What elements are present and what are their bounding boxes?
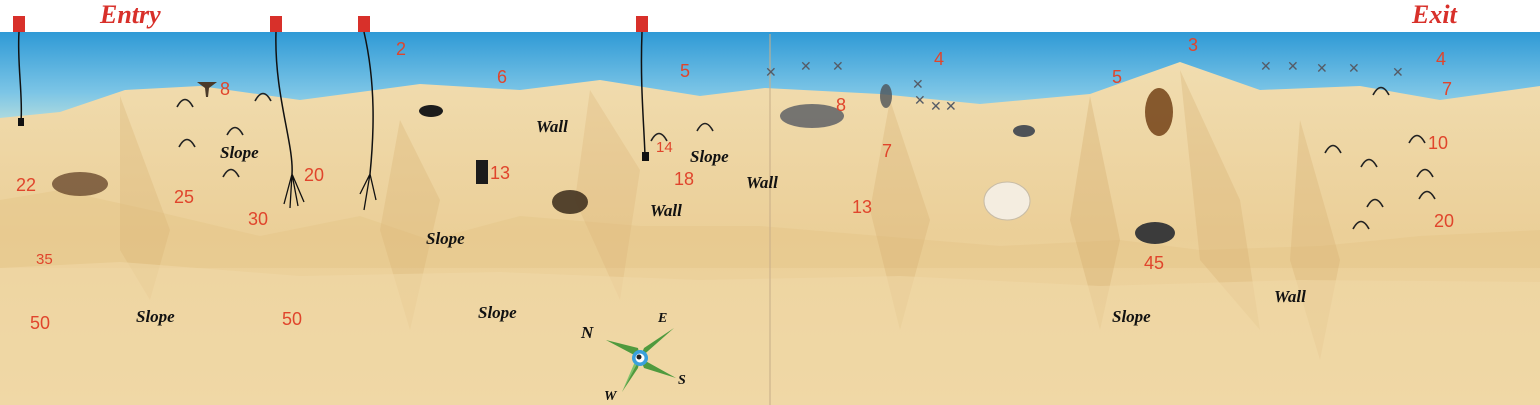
feature-label: Wall (746, 173, 778, 192)
feature-label: Slope (426, 229, 465, 248)
depth-label: 8 (836, 95, 847, 115)
arch-icon (254, 92, 272, 102)
compass-west-label: W (604, 389, 617, 404)
boulder-icon (419, 105, 443, 117)
anchor-icon (197, 82, 217, 97)
depth-label: 6 (497, 67, 508, 87)
cross-marker-icon: ✕ (832, 59, 844, 75)
arch-icon (1408, 134, 1426, 144)
cross-marker-icon: ✕ (912, 77, 924, 93)
depth-label: 5 (680, 61, 691, 81)
compass-east-label: E (658, 311, 668, 326)
arch-icon (1416, 168, 1434, 178)
boulder-icon (552, 190, 588, 214)
entry-label: Entry (100, 0, 161, 29)
depth-label: 4 (934, 49, 945, 69)
depth-label: 22 (16, 175, 37, 195)
depth-label: 2 (396, 39, 407, 59)
boulder-icon (1145, 88, 1173, 136)
cross-marker-icon: ✕ (1348, 61, 1360, 77)
feature-label: Slope (1112, 307, 1151, 326)
cross-marker-icon: ✕ (1287, 59, 1299, 75)
cross-marker-icon: ✕ (1316, 61, 1328, 77)
feature-label: Slope (690, 147, 729, 166)
depth-label: 45 (1144, 253, 1165, 273)
depth-label: 3 (1188, 35, 1199, 55)
cross-marker-icon: ✕ (800, 59, 812, 75)
arch-icon (222, 168, 240, 178)
arch-icon (176, 98, 194, 108)
boulder-icon (880, 84, 892, 108)
depth-label: 4 (1436, 49, 1447, 69)
depth-label: 10 (1428, 133, 1449, 153)
arch-icon (1372, 86, 1390, 96)
depth-label: 13 (490, 163, 511, 183)
feature-label: Slope (220, 143, 259, 162)
arch-icon (178, 138, 196, 148)
depth-label: 30 (248, 209, 269, 229)
cross-marker-icon: ✕ (765, 65, 777, 81)
cross-marker-icon: ✕ (945, 99, 957, 115)
mooring-buoy-icon (270, 16, 305, 209)
cross-marker-icon: ✕ (914, 93, 926, 109)
boulder-icon (52, 172, 108, 196)
feature-label: Wall (1274, 287, 1306, 306)
depth-label: 50 (30, 313, 51, 333)
depth-label: 8 (220, 79, 231, 99)
depth-label: 5 (1112, 67, 1123, 87)
mooring-buoy-icon (358, 16, 377, 211)
arch-icon (650, 132, 668, 142)
boulder-icon (1013, 125, 1035, 137)
arch-icon (1418, 190, 1436, 200)
boulder-icon (1135, 222, 1175, 244)
depth-label: 14 (656, 139, 673, 156)
mooring-buoy-icon (636, 16, 649, 161)
cross-marker-icon: ✕ (930, 99, 942, 115)
arch-icon (1352, 220, 1370, 230)
boulder-icon (476, 160, 488, 184)
feature-label: Wall (650, 201, 682, 220)
compass-rose-icon (606, 328, 676, 392)
compass-north-label: N (581, 323, 594, 342)
feature-label: Slope (478, 303, 517, 322)
depth-label: 18 (674, 169, 695, 189)
arch-icon (1360, 158, 1378, 168)
depth-label: 35 (36, 251, 53, 268)
compass-south-label: S (678, 373, 686, 388)
mooring-buoy-icon (13, 16, 25, 126)
depth-label: 50 (282, 309, 303, 329)
depth-label: 25 (174, 187, 195, 207)
arch-icon (226, 126, 244, 136)
coral-head-icon (983, 181, 1031, 221)
feature-label: Slope (136, 307, 175, 326)
boulder-icon (780, 104, 844, 128)
cross-marker-icon: ✕ (1392, 65, 1404, 81)
depth-label: 7 (1442, 79, 1453, 99)
depth-label: 7 (882, 141, 893, 161)
depth-label: 13 (852, 197, 873, 217)
arch-icon (696, 122, 714, 132)
arch-icon (1324, 144, 1342, 154)
cross-marker-icon: ✕ (1260, 59, 1272, 75)
exit-label: Exit (1412, 0, 1457, 29)
depth-label: 20 (304, 165, 325, 185)
arch-icon (1366, 198, 1384, 208)
feature-label: Wall (536, 117, 568, 136)
depth-label: 20 (1434, 211, 1455, 231)
